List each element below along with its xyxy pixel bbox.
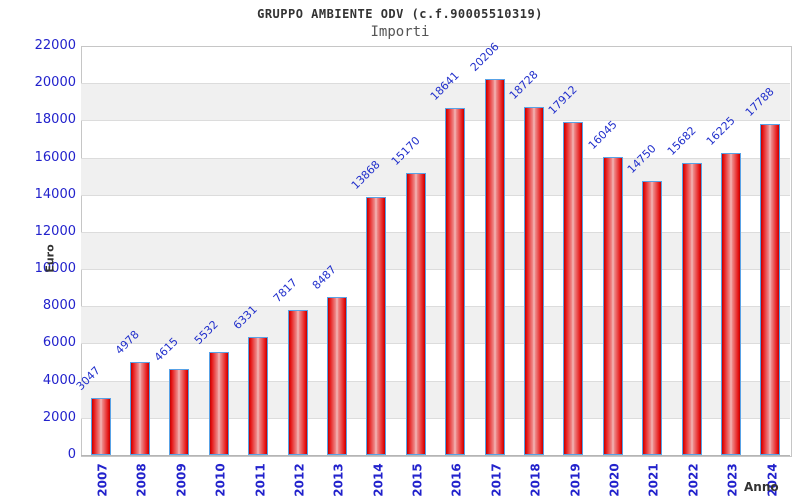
x-tick-label: 2010 bbox=[213, 463, 228, 497]
bar bbox=[563, 121, 584, 455]
bar bbox=[130, 362, 151, 455]
x-tick-label: 2011 bbox=[253, 463, 268, 497]
x-tick-label: 2007 bbox=[95, 463, 110, 497]
y-tick-label: 16000 bbox=[34, 149, 76, 165]
bar bbox=[366, 197, 387, 455]
bar bbox=[90, 398, 111, 455]
x-tick-label: 2021 bbox=[647, 463, 662, 497]
x-tick-label: 2017 bbox=[489, 463, 504, 497]
gridline bbox=[81, 157, 790, 159]
bar bbox=[287, 309, 308, 455]
bar bbox=[248, 337, 269, 455]
bar bbox=[169, 369, 190, 455]
background-band bbox=[81, 157, 790, 195]
chart-subtitle: Importi bbox=[370, 24, 430, 40]
y-tick-label: 18000 bbox=[34, 112, 76, 128]
gridline bbox=[81, 120, 790, 122]
y-tick-label: 0 bbox=[67, 447, 76, 462]
y-tick-label: 2000 bbox=[42, 409, 76, 425]
x-tick-label: 2014 bbox=[371, 463, 386, 497]
bar bbox=[642, 180, 663, 455]
bar bbox=[405, 172, 426, 455]
x-axis-title: Anno bbox=[744, 480, 779, 494]
y-tick-label: 10000 bbox=[34, 261, 76, 277]
bar bbox=[484, 79, 505, 455]
bar bbox=[327, 297, 348, 455]
bar bbox=[208, 352, 229, 455]
y-axis-title: Euro bbox=[43, 243, 57, 273]
y-tick-label: 8000 bbox=[42, 298, 76, 314]
x-tick-label: 2015 bbox=[410, 463, 425, 497]
x-tick-label: 2020 bbox=[607, 463, 622, 497]
x-tick-label: 2009 bbox=[174, 463, 189, 497]
chart-title: GRUPPO AMBIENTE ODV (c.f.90005510319) bbox=[257, 7, 543, 21]
bar bbox=[720, 153, 741, 455]
background-band bbox=[81, 306, 790, 344]
gridline bbox=[81, 417, 790, 419]
y-tick-label: 6000 bbox=[42, 335, 76, 351]
bar bbox=[523, 106, 544, 455]
bar bbox=[445, 108, 466, 455]
background-band bbox=[81, 231, 790, 270]
x-tick-label: 2016 bbox=[450, 463, 465, 497]
bar bbox=[760, 124, 781, 455]
gridline bbox=[81, 306, 790, 308]
gridline bbox=[81, 231, 790, 233]
x-tick-label: 2018 bbox=[528, 463, 543, 497]
y-tick-label: 14000 bbox=[34, 186, 76, 202]
x-tick-label: 2008 bbox=[135, 463, 150, 497]
gridline bbox=[81, 194, 790, 196]
bar bbox=[681, 163, 702, 455]
y-tick-label: 4000 bbox=[42, 372, 76, 388]
x-axis-line bbox=[81, 455, 790, 456]
y-tick-label: 12000 bbox=[34, 223, 76, 239]
x-tick-label: 2019 bbox=[568, 463, 583, 497]
gridline bbox=[81, 83, 790, 85]
bar bbox=[602, 156, 623, 455]
gridline bbox=[81, 269, 790, 271]
y-tick-label: 20000 bbox=[34, 75, 76, 91]
x-tick-label: 2012 bbox=[292, 463, 307, 497]
gridline bbox=[81, 343, 790, 345]
gridline bbox=[81, 380, 790, 382]
x-tick-label: 2013 bbox=[332, 463, 347, 497]
background-band bbox=[81, 380, 790, 418]
background-band bbox=[81, 83, 790, 121]
x-tick-label: 2022 bbox=[686, 463, 701, 497]
y-tick-label: 22000 bbox=[34, 38, 76, 53]
